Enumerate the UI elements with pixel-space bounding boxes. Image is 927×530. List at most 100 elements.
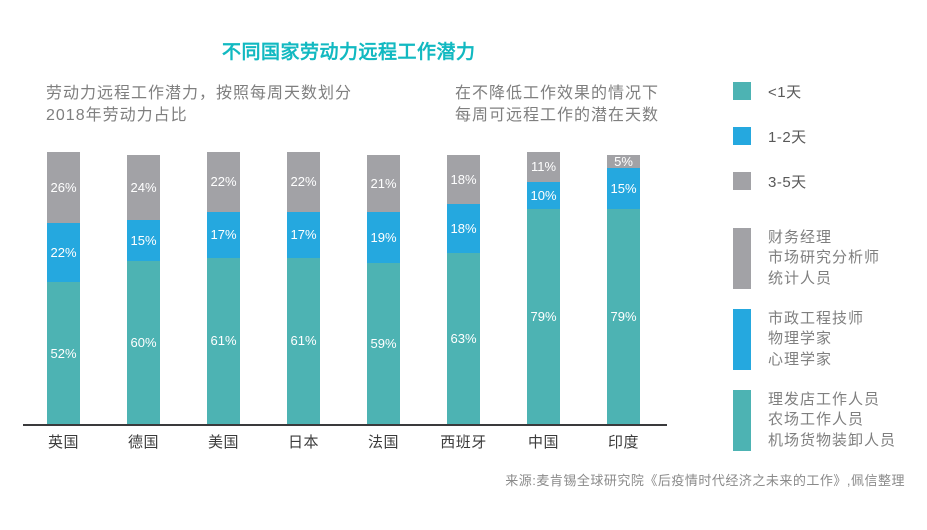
- country-label-2: 美国: [207, 434, 239, 451]
- bar-value-label: 21%: [370, 175, 397, 191]
- country-label-6: 中国: [527, 434, 559, 451]
- bar-segment: 26%: [47, 152, 80, 223]
- bar-segment: 79%: [527, 209, 560, 424]
- occupation-line: 机场货物装卸人员: [768, 431, 897, 449]
- stacked-bar-0: 26% 22% 52%: [47, 152, 80, 424]
- stacked-bar-3: 22% 17% 61%: [287, 152, 320, 424]
- legend-item-1: 1-2天: [733, 127, 807, 146]
- x-axis-labels: 英国 德国 美国 日本 法国 西班牙 中国 印度: [47, 431, 640, 452]
- bar-value-label: 52%: [50, 345, 77, 361]
- bar-value-label: 11%: [530, 159, 557, 175]
- stacked-bar-1: 24% 15% 60%: [127, 154, 160, 424]
- bar-segment: 59%: [367, 263, 400, 424]
- occupation-swatch: [733, 309, 751, 370]
- bar-segment: 15%: [127, 220, 160, 261]
- occupation-group-2: 理发店工作人员 农场工作人员机场货物装卸人员: [733, 390, 896, 451]
- subtitle-right-line1: 在不降低工作效果的情况下: [455, 85, 660, 102]
- legend-item-2: 3-5天: [733, 172, 807, 191]
- bar-value-label: 22%: [50, 245, 77, 261]
- bar-segment: 52%: [47, 282, 80, 424]
- occupation-line: 心理学家: [768, 350, 833, 368]
- stacked-bar-7: 5% 15% 79%: [607, 154, 640, 424]
- country-label-3: 日本: [287, 434, 319, 451]
- bar-value-label: 22%: [290, 174, 317, 190]
- country-label-7: 印度: [607, 434, 639, 451]
- stacked-bar-6: 11% 10% 79%: [527, 152, 560, 424]
- bar-value-label: 79%: [610, 309, 637, 325]
- stacked-bar-2: 22% 17% 61%: [207, 152, 240, 424]
- subtitle-left-line2: 2018年劳动力占比: [46, 107, 188, 124]
- bar-value-label: 18%: [450, 171, 477, 187]
- bar-value-label: 26%: [50, 179, 77, 195]
- chart-title: 不同国家劳动力远程工作潜力: [222, 42, 476, 63]
- country-label-5: 西班牙: [440, 434, 487, 451]
- stacked-bar-4: 21% 19% 59%: [367, 154, 400, 424]
- occupation-line: 农场工作人员: [768, 411, 865, 429]
- country-label-4: 法国: [367, 434, 399, 451]
- legend-days: <1天 1-2天 3-5天: [733, 82, 807, 217]
- legend-label: 1-2天: [768, 128, 807, 146]
- occupation-group-1: 市政工程技师 物理学家心理学家: [733, 309, 896, 370]
- bars-area: 26% 22% 52% 24% 15% 60% 22% 17% 61% 22% 17% 61% 21% 1…: [47, 152, 640, 424]
- subtitle-right: 在不降低工作效果的情况下 每周可远程工作的潜在天数: [455, 83, 659, 127]
- bar-segment: 11%: [527, 152, 560, 182]
- bar-value-label: 24%: [130, 179, 157, 195]
- bar-segment: 19%: [367, 211, 400, 264]
- bar-segment: 22%: [287, 152, 320, 212]
- bar-segment: 61%: [287, 257, 320, 424]
- bar-segment: 22%: [47, 222, 80, 283]
- bar-segment: 22%: [207, 152, 240, 212]
- bar-value-label: 18%: [450, 220, 477, 236]
- source-note: 来源:麦肯锡全球研究院《后疫情时代经济之未来的工作》,佩信整理: [505, 473, 905, 488]
- bar-value-label: 63%: [450, 330, 477, 346]
- bar-segment: 15%: [607, 168, 640, 210]
- bar-segment: 63%: [447, 252, 480, 424]
- bar-value-label: 61%: [210, 333, 237, 349]
- bar-segment: 18%: [447, 203, 480, 253]
- legend-label: <1天: [768, 83, 802, 101]
- subtitle-right-line2: 每周可远程工作的潜在天数: [455, 107, 660, 124]
- bar-value-label: 19%: [370, 230, 397, 246]
- bar-value-label: 59%: [370, 336, 397, 352]
- occupation-line: 市政工程技师: [768, 310, 865, 327]
- subtitle-left-line1: 劳动力远程工作潜力，按照每周天数划分: [46, 85, 353, 102]
- stacked-bar-5: 18% 18% 63%: [447, 154, 480, 424]
- legend-swatch: [733, 127, 751, 145]
- occupation-line: 物理学家: [768, 330, 833, 348]
- bar-value-label: 5%: [614, 154, 633, 169]
- legend-item-0: <1天: [733, 82, 807, 101]
- occupation-swatch: [733, 390, 751, 451]
- occupation-line: 统计人员: [768, 269, 833, 287]
- bar-value-label: 10%: [530, 187, 557, 203]
- occupation-line: 理发店工作人员: [768, 391, 881, 408]
- occupation-lines: 市政工程技师 物理学家心理学家: [768, 309, 864, 370]
- legend-swatch: [733, 172, 751, 190]
- bar-segment: 24%: [127, 154, 160, 220]
- bar-segment: 60%: [127, 260, 160, 424]
- occupation-lines: 理发店工作人员 农场工作人员机场货物装卸人员: [768, 390, 896, 451]
- subtitle-left: 劳动力远程工作潜力，按照每周天数划分 2018年劳动力占比: [46, 83, 352, 127]
- bar-segment: 17%: [287, 211, 320, 258]
- x-axis-line: [23, 424, 667, 426]
- bar-value-label: 17%: [290, 227, 317, 243]
- bar-segment: 5%: [607, 154, 640, 169]
- bar-segment: 21%: [367, 154, 400, 212]
- bar-segment: 17%: [207, 211, 240, 258]
- occupation-lines: 财务经理 市场研究分析师 统计人员: [768, 228, 880, 289]
- bar-segment: 18%: [447, 154, 480, 204]
- occupation-group-0: 财务经理 市场研究分析师 统计人员: [733, 228, 896, 289]
- occupation-line: 财务经理: [768, 229, 833, 246]
- bar-segment: 79%: [607, 209, 640, 424]
- bar-value-label: 17%: [210, 227, 237, 243]
- legend-label: 3-5天: [768, 173, 807, 191]
- bar-value-label: 79%: [530, 309, 557, 325]
- legend-swatch: [733, 82, 751, 100]
- bar-value-label: 15%: [130, 232, 157, 248]
- bar-value-label: 61%: [290, 333, 317, 349]
- bar-value-label: 22%: [210, 174, 237, 190]
- legend-occupations: 财务经理 市场研究分析师 统计人员市政工程技师 物理学家心理学家理发店工作人员 农场工作…: [733, 228, 896, 471]
- bar-value-label: 15%: [610, 181, 637, 197]
- bar-segment: 61%: [207, 257, 240, 424]
- bar-value-label: 60%: [130, 334, 157, 350]
